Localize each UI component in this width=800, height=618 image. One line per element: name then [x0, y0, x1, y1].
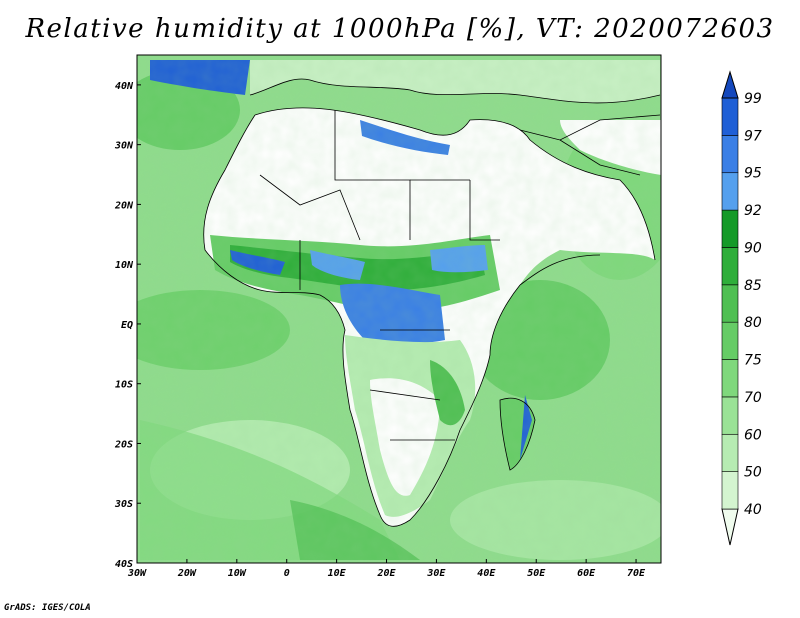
lat-tick-label: 30N: [114, 141, 134, 152]
colorbar-segment: [721, 135, 739, 174]
lon-tick-label: 60E: [577, 568, 596, 579]
colorbar-segment: [721, 209, 739, 248]
colorbar-label: 97: [744, 128, 762, 144]
humidity-field: [137, 55, 661, 563]
colorbar-segment: [721, 471, 739, 510]
lon-tick-label: 20W: [177, 568, 197, 579]
plot-frame: [136, 54, 662, 564]
lat-tick-label: 40N: [115, 81, 134, 92]
lon-tick-label: 30W: [127, 568, 147, 579]
colorbar-label: 90: [744, 240, 762, 256]
lat-tick-label: 20S: [114, 439, 133, 450]
lat-tick-label: 30S: [114, 499, 133, 510]
colorbar-segment: [721, 396, 739, 435]
lon-tick-label: 20E: [376, 568, 396, 579]
colorbar-segment: [721, 433, 739, 472]
colorbar-segment: [721, 172, 739, 211]
colorbar-segment: [721, 359, 739, 398]
colorbar-label: 95: [744, 166, 762, 182]
latitude-axis: 40N 30N 20N 10N EQ 10S 20S 30S 40S: [114, 81, 141, 570]
colorbar-label: 50: [744, 465, 762, 481]
colorbar-label: 75: [744, 353, 762, 369]
lat-tick-label: 10N: [115, 260, 134, 271]
lon-tick-label: 30E: [426, 568, 446, 579]
colorbar-segment: [721, 284, 739, 323]
colorbar-segment: [721, 321, 739, 360]
colorbar-label: 80: [744, 315, 762, 331]
lat-tick-label: 20N: [114, 200, 134, 211]
lon-tick-label: 10W: [228, 568, 247, 579]
lon-tick-label: 0: [284, 568, 290, 579]
colorbar-label: 92: [744, 203, 762, 219]
lon-tick-label: 70E: [627, 568, 646, 579]
colorbar-label: 40: [744, 502, 762, 518]
lat-tick-label: 10S: [115, 380, 133, 391]
longitude-axis: 30W 20W 10W 0 10E 20E 30E 40E 50E 60E 70E: [127, 559, 646, 579]
colorbar-label: 70: [744, 390, 762, 406]
colorbar-label: 85: [744, 278, 762, 294]
lon-tick-label: 40E: [477, 568, 496, 579]
lon-tick-label: 10E: [328, 568, 347, 579]
lat-tick-label: 40S: [115, 559, 133, 570]
grads-credit: GrADS: IGES/COLA: [4, 603, 91, 613]
colorbar-segment: [721, 247, 739, 286]
colorbar-label: 99: [744, 91, 762, 107]
lon-tick-label: 50E: [527, 568, 546, 579]
colorbar-low-arrow: [721, 508, 739, 546]
lat-tick-label: EQ: [121, 320, 133, 331]
colorbar-high-arrow: [721, 70, 739, 99]
colorbar: 40 50 60 70 75 80 85 90 92 95 97 99: [721, 70, 762, 546]
map-title: Relative humidity at 1000hPa [%], VT: 20…: [25, 14, 775, 44]
colorbar-label: 60: [744, 427, 762, 443]
colorbar-segment: [721, 97, 739, 136]
